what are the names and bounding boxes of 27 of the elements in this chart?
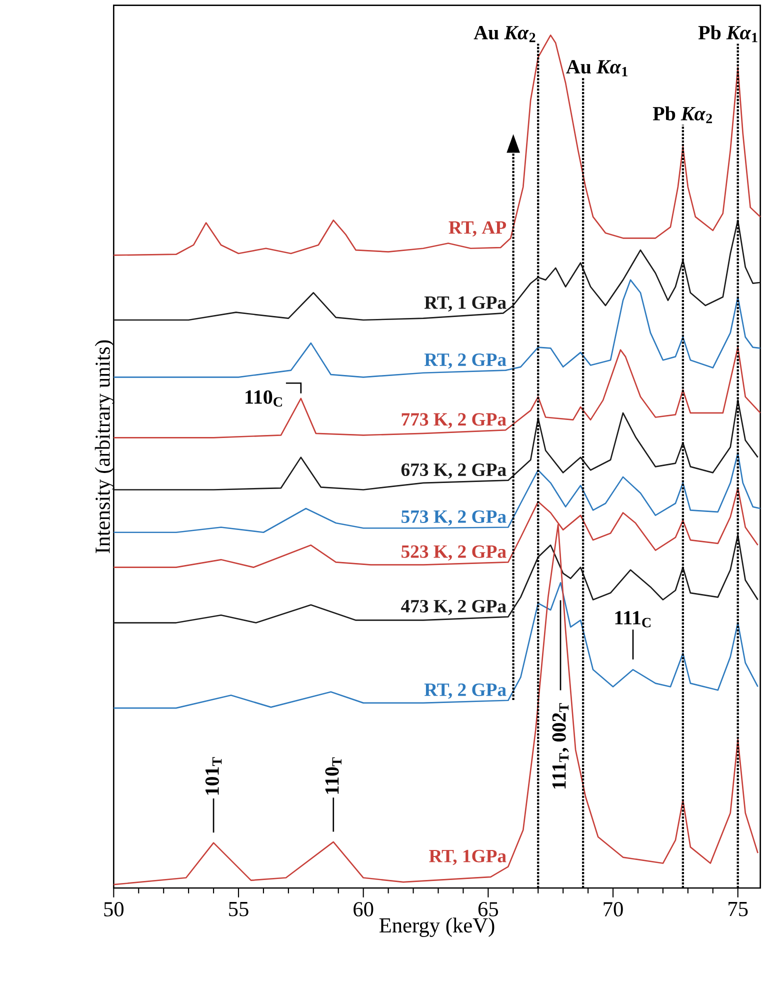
series-label: RT, 1GPa — [429, 850, 506, 866]
annotation: 111$_{T}$, 002$_{T}$ — [552, 703, 569, 788]
series-label: RT, 2 GPa — [424, 353, 506, 369]
x-tick-label: 50 — [104, 902, 124, 916]
series-label: RT, AP — [448, 221, 506, 237]
series-label: 523 K, 2 GPa — [402, 545, 506, 561]
series-label: 473 K, 2 GPa — [401, 600, 506, 616]
series-label: 773 K, 2 GPa — [402, 413, 506, 428]
y-axis-title: Intensity (arbitrary units) — [95, 340, 114, 554]
annotation: 101$_{T}$ — [206, 757, 222, 795]
annotation: 111$_{C}$ — [615, 611, 651, 628]
x-axis-title: Energy (keV) — [380, 918, 494, 937]
x-tick-label: 65 — [478, 902, 498, 916]
annotation: 110$_{T}$ — [325, 757, 342, 794]
series-label: 673 K, 2 GPa — [402, 464, 506, 479]
series-label: RT, 2 GPa — [424, 684, 506, 699]
ref-line-label: Au Kα$_{1}$ — [566, 60, 628, 76]
x-tick-label: 60 — [354, 902, 374, 916]
x-tick-label: 70 — [604, 902, 624, 916]
series-label: RT, 1 GPa — [424, 296, 506, 312]
ref-line-label: Au Kα$_{2}$ — [474, 26, 536, 42]
x-tick-label: 55 — [229, 902, 249, 916]
ref-line-label: Pb Kα$_{1}$ — [698, 25, 758, 42]
x-tick-label: 75 — [728, 902, 748, 916]
annotation: 110$_{C}$ — [246, 390, 282, 407]
series-label: 573 K, 2 GPa — [402, 510, 506, 526]
ref-line-label: Pb Kα$_{2}$ — [653, 106, 712, 124]
